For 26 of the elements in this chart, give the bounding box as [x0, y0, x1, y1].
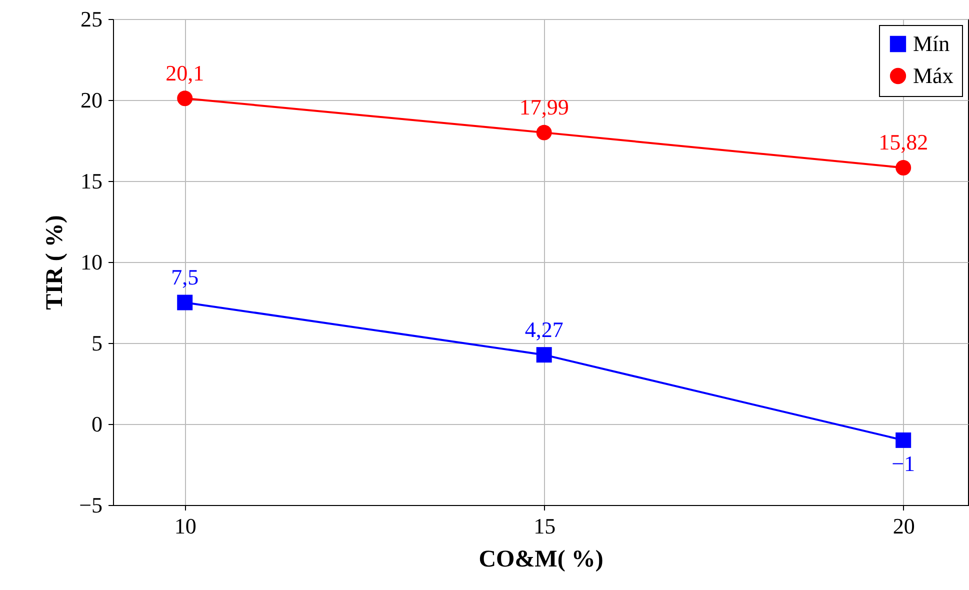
data-label: 17,99 — [519, 94, 569, 120]
point — [177, 294, 193, 310]
x-tick-label: 20 — [892, 514, 915, 538]
point — [896, 432, 912, 448]
x-tick-label: 15 — [534, 514, 556, 538]
data-label: 15,82 — [878, 130, 928, 155]
x-axis-title: CO&M( %) — [478, 546, 604, 572]
point — [177, 90, 193, 106]
y-tick-label: 25 — [80, 6, 102, 32]
y-tick-label: 0 — [92, 412, 102, 436]
legend-label: Máx — [913, 63, 954, 88]
data-label: −1 — [892, 451, 916, 476]
y-tick-label: 15 — [80, 168, 102, 194]
y-tick-label: 20 — [80, 88, 102, 112]
y-tick-label: −5 — [79, 492, 102, 518]
point — [536, 124, 552, 140]
data-label: 20,1 — [166, 60, 204, 86]
legend-label: Mín — [913, 31, 950, 56]
y-axis-title: TIR ( %) — [42, 215, 68, 310]
x-tick-label: 10 — [174, 514, 196, 538]
data-label: 7,5 — [171, 264, 199, 290]
point — [896, 160, 912, 176]
point — [536, 347, 552, 363]
data-label: 4,27 — [524, 316, 564, 342]
y-tick-label: 5 — [92, 330, 102, 356]
y-tick-label: 10 — [80, 250, 102, 274]
